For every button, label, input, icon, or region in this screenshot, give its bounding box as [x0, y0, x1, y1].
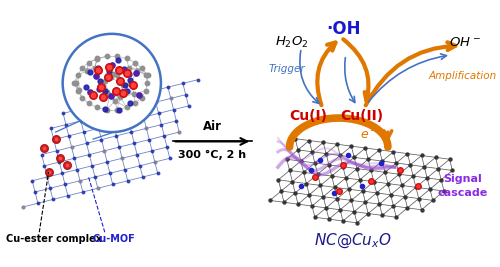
Text: Trigger: Trigger	[269, 64, 306, 74]
Text: $e^-$: $e^-$	[360, 129, 378, 142]
Text: Air: Air	[203, 120, 222, 133]
Text: Cu(I): Cu(I)	[290, 109, 328, 123]
Text: Amplification: Amplification	[428, 71, 497, 81]
Text: $NC@Cu_xO$: $NC@Cu_xO$	[314, 231, 392, 250]
Text: Signal
cascade: Signal cascade	[438, 174, 488, 198]
Text: $H_2O_2$: $H_2O_2$	[275, 35, 308, 50]
Text: Cu-MOF: Cu-MOF	[93, 234, 136, 244]
Text: Cu-ester complex: Cu-ester complex	[6, 234, 102, 244]
Circle shape	[62, 34, 161, 132]
Text: $OH^-$: $OH^-$	[449, 36, 481, 49]
Text: ·OH: ·OH	[326, 20, 360, 38]
Text: Cu(II): Cu(II)	[340, 109, 384, 123]
Text: 300 °C, 2 h: 300 °C, 2 h	[178, 150, 246, 160]
